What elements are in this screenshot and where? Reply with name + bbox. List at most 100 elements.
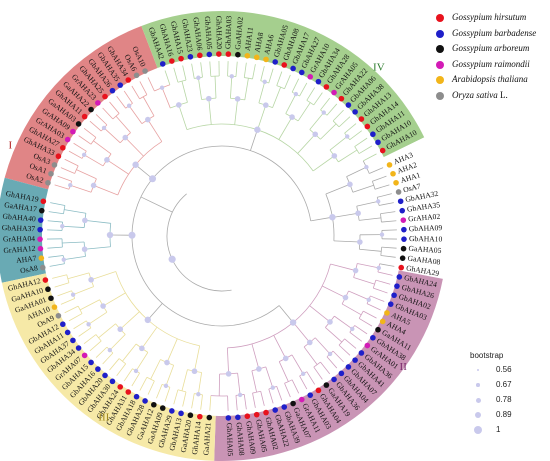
leaf-branch [78,135,92,145]
leaf-branch [291,379,300,394]
bootstrap-title: bootstrap [470,351,504,360]
species-dot [315,78,322,85]
pair-arc [372,279,377,289]
leaf-label: GrAHA02 [408,212,441,224]
bootstrap-item: 0.89 [470,408,512,423]
leaf-branch [378,202,394,206]
bootstrap-node [175,102,182,108]
pair-branch [320,123,337,140]
bootstrap-node [81,246,88,253]
species-dot [253,411,260,418]
species-dot [125,77,132,83]
bootstrap-label: 0.89 [496,410,512,419]
bootstrap-node [61,257,66,262]
pair-branch [309,112,325,130]
quad-branch [234,98,239,125]
pair-arc [371,181,376,190]
bootstrap-node [159,85,165,90]
pair-branch [62,225,85,228]
legend-dot [436,60,444,69]
pair-branch [244,78,249,100]
species-dot [400,245,407,252]
species-dot [75,121,82,127]
leaf-branch [173,389,179,405]
leaf-branch [380,211,396,215]
leaf-branch [116,363,127,377]
bootstrap-node [133,368,139,374]
species-dot [375,326,381,333]
legend-dot [436,91,444,100]
species-dot [64,329,71,336]
species-dot [272,407,279,413]
bootstrap-node [347,181,353,188]
pair-branch [62,241,85,244]
species-dot [40,198,47,205]
pair-branch [98,323,116,339]
species-dot [70,337,76,344]
species-dot [398,264,405,271]
clade-sector-III [1,273,216,461]
quad-branch [194,345,201,372]
leaf-branch [373,287,388,294]
species-dot [142,68,148,74]
species-dot [45,286,51,293]
bootstrap-dot [477,369,479,371]
leaf-label: GbAHA09 [409,223,443,233]
leaf-branch [354,325,368,335]
leaf-branch [182,65,187,81]
leaf-branch [182,391,187,407]
tree-branches [47,61,397,411]
bootstrap-node [327,319,333,325]
pair-arc [77,305,83,314]
pair-branch [64,209,86,214]
leaf-branch [284,74,291,89]
leaf-label: GbAHA05 [203,16,214,50]
quad-branch [292,322,311,343]
leaf-branch [235,395,238,411]
bootstrap-node [68,183,73,188]
leaf-branch [299,82,308,97]
bootstrap-node [104,157,110,163]
species-dot [394,283,400,289]
bootstrap-node [379,232,385,237]
bootstrap-node [282,355,289,362]
species-dot [81,113,88,120]
legend-label: Arabidopsis thaliana [452,74,528,84]
leaf-branch [78,327,92,337]
leaf-branch [47,246,63,249]
leaf-branch [52,274,67,279]
quad-branch [178,104,188,130]
leaf-branch [200,62,203,78]
leaf-branch [60,298,75,305]
bootstrap-node [101,125,107,131]
pair-branch [142,96,155,117]
species-dot [390,170,396,177]
quad-branch [147,119,163,142]
bootstrap-node [191,368,198,375]
quad-branch [312,155,335,172]
species-dot [151,401,157,408]
leaf-branch [268,388,274,404]
bootstrap-node [352,267,359,274]
clade-branch-VI [310,216,333,222]
species-dot [393,179,399,186]
leaf-label: GhAHA03 [223,15,233,49]
legend-dot [436,45,444,53]
quad-branch [208,98,212,125]
leaf-label: GbAHA08 [235,422,247,456]
bootstrap-item: 0.78 [470,393,512,408]
quad-branch [84,246,111,250]
legend-label: Oryza sativa L. [452,89,508,100]
clade-branch-III [147,303,163,321]
leaf-branch [200,394,203,410]
bootstrap-node [132,161,139,168]
species-dot [379,147,386,154]
legend-dot [436,14,444,22]
leaf-branch [147,380,155,395]
pair-branch [341,303,362,316]
bootstrap-node [262,79,267,85]
leaf-branch [68,150,83,159]
pair-branch [278,361,289,382]
species-dot [187,412,194,419]
bootstrap-node [225,371,232,377]
